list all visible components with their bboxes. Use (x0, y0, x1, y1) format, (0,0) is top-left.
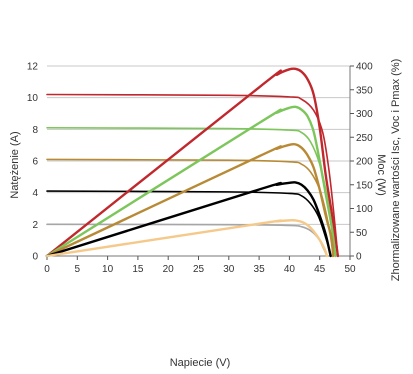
x-tick-label: 10 (102, 264, 114, 275)
x-tick-label: 25 (193, 264, 205, 275)
axes: 0 5 10 15 20 25 30 35 40 45 5002468101205010015020… (27, 62, 373, 276)
x-tick-label: 0 (44, 264, 50, 275)
pv-series-line-3 (45, 142, 335, 258)
y-right-tick-label: 200 (356, 157, 373, 168)
y-left-tick-label: 2 (32, 220, 38, 231)
y-right-tick-label: 100 (356, 204, 373, 215)
x-tick-label: 45 (314, 264, 326, 275)
y-left-tick-label: 8 (32, 125, 38, 136)
x-tick-label: 5 (75, 264, 81, 275)
y-right-tick-label: 250 (356, 133, 373, 144)
labels: Napiecie (V) Natężenie (A) Moc (W) Zhorm… (9, 59, 402, 369)
series (45, 67, 340, 258)
y-left-tick-label: 10 (27, 93, 39, 104)
pv-series-line-4 (45, 181, 332, 258)
x-tick-label: 15 (132, 264, 144, 275)
x-tick-label: 30 (223, 264, 235, 275)
y-right-tick-label: 50 (356, 228, 368, 239)
pv-series-line-5 (45, 219, 329, 258)
y-left-tick-label: 12 (27, 62, 39, 73)
y-right-tick-label: 150 (356, 180, 373, 191)
y-right-tick-label: 400 (356, 62, 373, 73)
y-right-tick-label: 0 (356, 252, 362, 263)
x-axis-title: Napiecie (V) (170, 357, 231, 369)
x-tick-label: 40 (284, 264, 296, 275)
y-right-tick-label: 350 (356, 85, 373, 96)
x-tick-label: 50 (344, 264, 356, 275)
y-right-tick-label: 300 (356, 109, 373, 120)
y-left-tick-label: 4 (32, 188, 38, 199)
iv-series-line-1 (46, 93, 339, 257)
y-axis-right-inner-title: Moc (W) (375, 154, 387, 196)
y-axis-left-title: Natężenie (A) (9, 131, 21, 198)
x-tick-label: 20 (163, 264, 175, 275)
x-tick-label: 35 (254, 264, 266, 275)
y-left-tick-label: 6 (32, 157, 38, 168)
pv-series-line-2 (45, 105, 337, 258)
y-left-tick-label: 0 (32, 252, 38, 263)
pv-series-line-1 (45, 67, 340, 258)
y-axis-right-outer-title: Zhormalizowane wartości Isc, Voc i Pmax … (390, 59, 402, 282)
